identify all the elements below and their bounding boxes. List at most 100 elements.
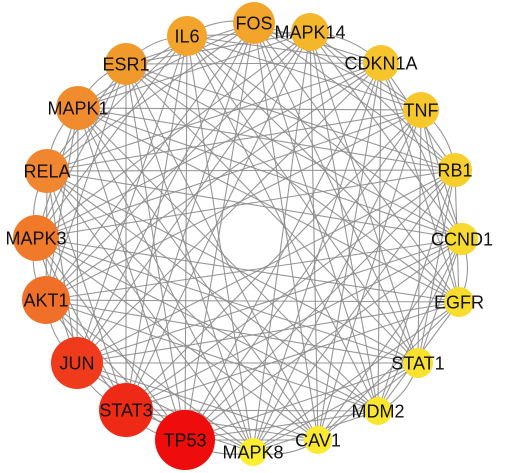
- node-label-cdkn1a: CDKN1A: [344, 54, 417, 74]
- node-circle-egfr[interactable]: [444, 287, 474, 317]
- node-rb1[interactable]: RB1: [437, 153, 473, 187]
- node-circle-cav1[interactable]: [304, 426, 332, 454]
- node-circle-rela[interactable]: [25, 149, 69, 193]
- node-mapk3[interactable]: MAPK3: [5, 215, 67, 261]
- edge-fos-egfr: [253, 22, 460, 303]
- edge-layer: [32, 20, 469, 455]
- edge-tnf-cav1: [317, 109, 422, 441]
- node-cav1[interactable]: CAV1: [295, 426, 341, 454]
- node-ccnd1[interactable]: CCND1: [431, 223, 493, 255]
- node-cdkn1a[interactable]: CDKN1A: [344, 45, 418, 81]
- node-circle-il6[interactable]: [167, 16, 207, 56]
- node-circle-akt1[interactable]: [22, 276, 70, 324]
- edge-ccnd1-il6: [186, 35, 463, 240]
- edge-cdkn1a-rela: [46, 62, 382, 172]
- node-mapk8[interactable]: MAPK8: [222, 438, 284, 466]
- edge-ccnd1-stat1: [417, 238, 463, 364]
- node-tp53[interactable]: TP53: [155, 410, 215, 470]
- edge-cav1-rela: [46, 170, 319, 441]
- edge-tnf-egfr: [420, 109, 460, 303]
- edge-mapk8-il6: [186, 35, 254, 453]
- node-egfr[interactable]: EGFR: [434, 287, 484, 317]
- edge-mapk14-esr1: [125, 31, 311, 65]
- edge-tnf-stat1: [417, 109, 422, 364]
- edge-egfr-mapk1: [77, 107, 460, 303]
- edge-rela-il6: [46, 35, 188, 172]
- edge-rb1-mapk8: [252, 169, 456, 453]
- edge-egfr-mapk3: [35, 237, 460, 303]
- node-mdm2[interactable]: MDM2: [352, 397, 405, 425]
- node-circle-stat1[interactable]: [403, 348, 433, 378]
- node-label-mdm2: MDM2: [352, 402, 405, 422]
- node-circle-mapk14[interactable]: [291, 13, 329, 51]
- node-circle-esr1[interactable]: [105, 43, 147, 85]
- edge-fos-mapk1: [77, 22, 255, 109]
- edge-mapk14-mdm2: [309, 31, 379, 412]
- node-label-cav1: CAV1: [295, 431, 341, 451]
- edge-cdkn1a-jun: [76, 62, 382, 364]
- node-circle-mapk8[interactable]: [239, 438, 267, 466]
- node-circle-fos[interactable]: [233, 2, 275, 44]
- node-fos[interactable]: FOS: [233, 2, 275, 44]
- edge-rb1-stat1: [417, 169, 456, 364]
- node-label-tp53: TP53: [163, 431, 206, 451]
- edge-stat3-il6: [125, 35, 188, 411]
- node-label-stat1: STAT1: [391, 354, 444, 374]
- edge-egfr-akt1: [45, 299, 460, 303]
- node-label-rela: RELA: [23, 162, 70, 182]
- node-circle-tnf[interactable]: [403, 92, 439, 128]
- edge-mapk14-jun: [76, 31, 311, 364]
- node-circle-mdm2[interactable]: [364, 397, 392, 425]
- node-circle-ccnd1[interactable]: [446, 223, 478, 255]
- edge-fos-tnf: [253, 22, 422, 111]
- edge-tnf-stat3: [125, 109, 422, 411]
- node-circle-cdkn1a[interactable]: [363, 45, 399, 81]
- edge-egfr-il6: [186, 35, 460, 303]
- node-stat1[interactable]: STAT1: [391, 348, 445, 378]
- edge-mapk8-esr1: [125, 63, 254, 453]
- edge-fos-rb1: [253, 22, 456, 171]
- node-mapk1[interactable]: MAPK1: [47, 86, 109, 130]
- node-tnf[interactable]: TNF: [403, 92, 439, 128]
- node-akt1[interactable]: AKT1: [22, 276, 70, 324]
- node-circle-mapk3[interactable]: [13, 215, 59, 261]
- node-jun[interactable]: JUN: [51, 337, 103, 389]
- node-label-rb1: RB1: [437, 161, 472, 181]
- edge-cdkn1a-mapk3: [35, 62, 382, 239]
- node-circle-mapk1[interactable]: [56, 86, 100, 130]
- edge-mapk14-mapk3: [35, 31, 311, 239]
- edge-tnf-mapk1: [77, 107, 422, 111]
- edge-egfr-esr1: [125, 63, 460, 303]
- node-il6[interactable]: IL6: [167, 16, 207, 56]
- node-esr1[interactable]: ESR1: [102, 43, 150, 85]
- node-stat3[interactable]: STAT3: [99, 383, 153, 437]
- node-mapk14[interactable]: MAPK14: [274, 13, 346, 51]
- node-label-esr1: ESR1: [102, 55, 149, 75]
- node-circle-jun[interactable]: [51, 337, 103, 389]
- edge-ccnd1-stat3: [125, 238, 463, 411]
- node-label-il6: IL6: [174, 27, 199, 47]
- edge-tnf-mapk3: [35, 109, 422, 239]
- edge-cav1-stat3: [125, 409, 319, 441]
- edge-stat1-rela: [46, 170, 419, 364]
- node-rela[interactable]: RELA: [23, 149, 71, 193]
- edge-cdkn1a-cav1: [317, 62, 382, 441]
- node-label-mapk14: MAPK14: [274, 23, 345, 43]
- edge-cav1-mapk3: [35, 237, 319, 441]
- edge-stat1-mapk3: [35, 237, 419, 364]
- edge-stat3-rela: [46, 170, 127, 411]
- node-label-mapk3: MAPK3: [5, 229, 66, 249]
- edge-ccnd1-tp53: [184, 238, 463, 441]
- edge-mdm2-tp53: [184, 410, 379, 441]
- edge-cdkn1a-il6: [186, 35, 382, 64]
- edge-mdm2-akt1: [45, 299, 379, 412]
- node-circle-tp53[interactable]: [155, 410, 215, 470]
- node-circle-rb1[interactable]: [438, 153, 472, 187]
- node-label-ccnd1: CCND1: [431, 230, 493, 250]
- edge-cdkn1a-tp53: [184, 62, 382, 441]
- node-circle-stat3[interactable]: [99, 383, 153, 437]
- edge-mapk8-akt1: [45, 299, 254, 453]
- edge-tp53-akt1: [45, 299, 186, 441]
- node-label-mapk1: MAPK1: [47, 99, 108, 119]
